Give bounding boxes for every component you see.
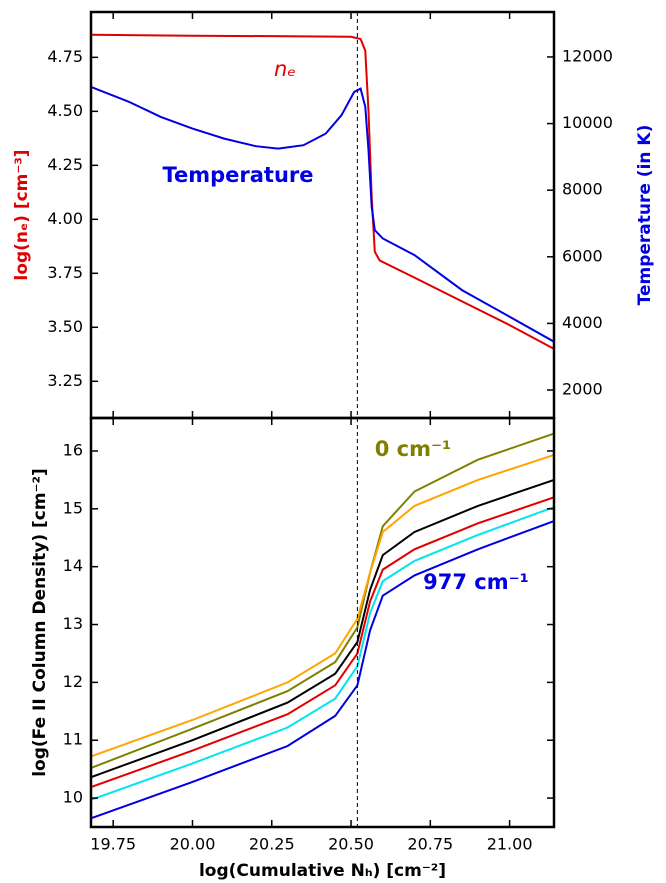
- curve: [91, 33, 554, 350]
- x-tick-label: 20.75: [407, 835, 453, 854]
- x-tick-label: 20.00: [170, 835, 216, 854]
- annotation: 0 cm⁻¹: [375, 437, 452, 461]
- y-tick-label: 4.00: [47, 209, 83, 228]
- y-tick-label: 12: [63, 672, 83, 691]
- x-tick-label: 19.75: [90, 835, 136, 854]
- y-tick-label: 3.50: [47, 317, 83, 336]
- x-tick-label: 20.50: [328, 835, 374, 854]
- curve: [91, 478, 554, 779]
- curve: [91, 520, 554, 820]
- curve: [91, 506, 554, 801]
- y2-tick-label: 2000: [562, 380, 603, 399]
- y2-tick-label: 4000: [562, 313, 603, 332]
- annotation: Temperature: [162, 163, 313, 187]
- y2-tick-label: 12000: [562, 46, 613, 65]
- y-axis-label: log(nₑ) [cm⁻³]: [12, 149, 32, 280]
- y-tick-label: 13: [63, 614, 83, 633]
- axes-frame: [89, 10, 556, 420]
- y2-tick-label: 6000: [562, 246, 603, 265]
- y-axis-label: log(Fe II Column Density) [cm⁻²]: [30, 468, 50, 777]
- y-tick-label: 10: [63, 788, 83, 807]
- x-axis-label: log(Cumulative Nₕ) [cm⁻²]: [199, 861, 446, 881]
- y-tick-label: 15: [63, 498, 83, 517]
- curve: [91, 85, 554, 343]
- y-tick-label: 4.50: [47, 101, 83, 120]
- y-tick-label: 3.25: [47, 371, 83, 390]
- y2-axis-label: Temperature (in K): [635, 125, 655, 306]
- annotation: nₑ: [274, 57, 296, 81]
- x-tick-label: 20.25: [249, 835, 295, 854]
- y2-tick-label: 8000: [562, 180, 603, 199]
- curve: [91, 454, 554, 758]
- y2-tick-label: 10000: [562, 113, 613, 132]
- curve: [91, 432, 554, 769]
- y-tick-label: 11: [63, 730, 83, 749]
- y-tick-label: 16: [63, 440, 83, 459]
- y-tick-label: 3.75: [47, 263, 83, 282]
- y-tick-label: 4.75: [47, 47, 83, 66]
- y-tick-label: 14: [63, 556, 83, 575]
- x-tick-label: 21.00: [487, 835, 533, 854]
- curve: [91, 496, 554, 789]
- y-tick-label: 4.25: [47, 155, 83, 174]
- annotation: 977 cm⁻¹: [423, 570, 529, 594]
- axes-frame: [89, 416, 556, 829]
